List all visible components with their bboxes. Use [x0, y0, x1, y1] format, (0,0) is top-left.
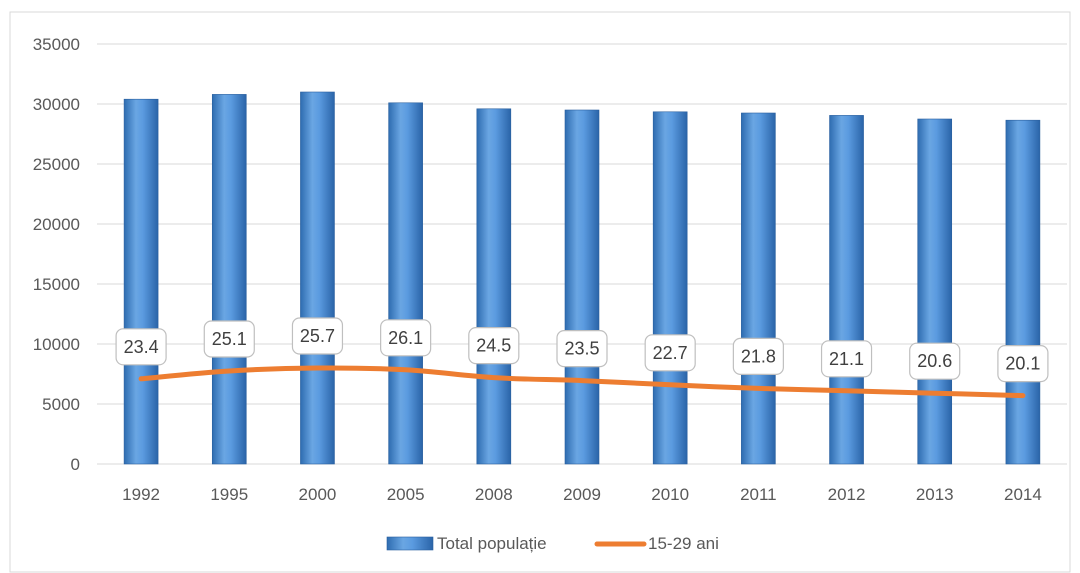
y-tick-label: 15000 — [33, 275, 80, 294]
bar — [211, 94, 247, 465]
legend-item-line: 15-29 ani — [594, 534, 719, 553]
legend-label: Total populație — [437, 534, 547, 553]
bar — [476, 108, 512, 465]
data-label: 24.5 — [476, 336, 511, 356]
bar — [564, 109, 600, 465]
x-tick-label: 2012 — [828, 485, 866, 504]
legend-swatch-bar — [386, 536, 434, 551]
bar — [300, 91, 335, 465]
data-label-box: 20.1 — [997, 345, 1049, 383]
x-tick-label: 2000 — [299, 485, 337, 504]
data-label: 25.7 — [300, 326, 335, 346]
y-tick-label: 25000 — [33, 155, 80, 174]
data-label: 23.4 — [124, 337, 159, 357]
x-tick-label: 2011 — [740, 485, 777, 504]
data-label-box: 25.7 — [291, 317, 344, 355]
x-tick-label: 1992 — [122, 485, 160, 504]
bar — [388, 102, 423, 465]
x-tick-label: 2008 — [475, 485, 513, 504]
x-axis-ticks: 1992 1995 2000 2005 2008 2009 2010 2011 2012 2013… — [122, 485, 1042, 504]
data-label-box: 25.1 — [203, 320, 255, 358]
data-label: 21.1 — [829, 349, 864, 369]
bar — [123, 98, 159, 465]
data-label-box: 24.5 — [468, 327, 520, 365]
x-tick-label: 2014 — [1004, 485, 1042, 504]
bar — [1005, 119, 1041, 465]
bar — [652, 111, 688, 465]
y-tick-label: 10000 — [33, 335, 80, 354]
bar — [741, 112, 776, 465]
data-label-box: 23.5 — [556, 330, 608, 368]
y-axis-ticks: 0 5000 10000 15000 20000 25000 30000 35000 — [33, 35, 80, 474]
data-label: 26.1 — [388, 328, 423, 348]
bar-series — [123, 91, 1041, 465]
x-tick-label: 2005 — [387, 485, 425, 504]
y-tick-label: 30000 — [33, 95, 80, 114]
legend-item-bar: Total populație — [386, 534, 547, 553]
bar — [829, 115, 864, 465]
legend-label: 15-29 ani — [648, 534, 719, 553]
y-tick-label: 5000 — [42, 395, 80, 414]
data-label-box: 23.4 — [115, 328, 167, 366]
data-label-box: 21.1 — [820, 340, 873, 378]
bar — [917, 118, 953, 465]
data-label: 22.7 — [653, 343, 688, 363]
plot-frame — [9, 11, 1071, 573]
y-tick-label: 20000 — [33, 215, 80, 234]
data-label: 20.1 — [1005, 354, 1040, 374]
x-tick-label: 2013 — [916, 485, 954, 504]
data-label-box: 20.6 — [909, 342, 961, 380]
line-series — [138, 365, 1026, 399]
legend: Total populație 15-29 ani — [386, 534, 719, 553]
y-tick-label: 35000 — [33, 35, 80, 54]
data-label: 20.6 — [917, 351, 952, 371]
x-tick-label: 1995 — [210, 485, 248, 504]
data-label: 21.8 — [741, 346, 776, 366]
data-label-box: 21.8 — [732, 337, 784, 375]
data-label-box: 22.7 — [644, 334, 696, 372]
data-label-box: 26.1 — [380, 319, 432, 357]
data-labels: 23.4 25.1 25.7 26.1 24.5 23.5 22.7 21.8 21.1 20.6… — [115, 317, 1049, 383]
data-label: 25.1 — [212, 329, 247, 349]
data-label: 23.5 — [564, 339, 599, 359]
y-tick-label: 0 — [71, 455, 80, 474]
x-tick-label: 2009 — [563, 485, 601, 504]
x-tick-label: 2010 — [651, 485, 689, 504]
